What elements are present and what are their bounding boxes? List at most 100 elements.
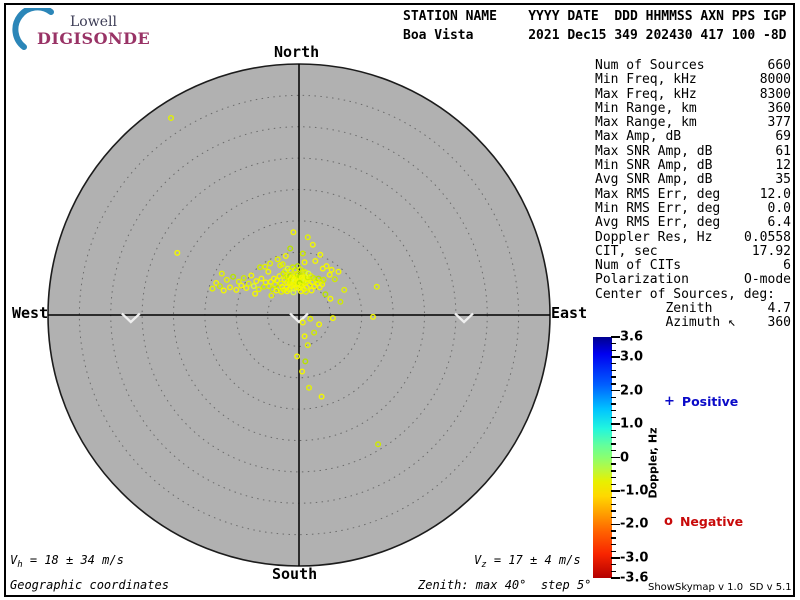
info-value: 8000 [759, 72, 791, 88]
colorbar-tick [611, 376, 616, 378]
axis-marker-chevron [121, 312, 141, 324]
colorbar-tick [611, 557, 620, 559]
info-value: 6.4 [767, 215, 791, 231]
colorbar-tick [611, 416, 616, 419]
scatter-point [373, 283, 380, 290]
scatter-point [226, 284, 233, 291]
compass-label-east: East [551, 304, 588, 322]
doppler-axis-label: Doppler, Hz [646, 427, 660, 499]
scatter-point [262, 279, 269, 286]
station-header: STATION NAME YYYY DATE DDD HHMMSS AXN PP… [403, 7, 787, 45]
horizontal-velocity-readout: Vh = 18 ± 34 m/s [10, 553, 124, 570]
colorbar-tick [611, 403, 616, 405]
scatter-point [308, 287, 315, 294]
scatter-point [230, 273, 237, 280]
scatter-point [299, 319, 306, 326]
info-row: Max Amp, dB 69 [595, 129, 791, 145]
scatter-point [252, 290, 259, 297]
info-value: 69 [775, 129, 791, 145]
scatter-point [248, 272, 255, 279]
colorbar-tick [611, 389, 620, 392]
info-value: 17.92 [751, 243, 791, 259]
scatter-point [213, 280, 220, 287]
colorbar-tick [611, 349, 616, 352]
station-header-labels: STATION NAME YYYY DATE DDD HHMMSS AXN PP… [403, 9, 787, 24]
colorbar-tick [611, 443, 616, 445]
colorbar-tick-label: 3.6 [620, 329, 644, 345]
info-value: 12.0 [759, 186, 791, 202]
info-row: Avg SNR Amp, dB 35 [595, 172, 791, 188]
info-value: 377 [767, 115, 791, 131]
info-label: CIT, sec [595, 243, 658, 259]
scatter-point [277, 262, 284, 269]
colorbar-tick [611, 523, 620, 526]
logo-text-digisonde: DIGISONDE [37, 29, 151, 48]
info-row: Num of CITs 6 [595, 258, 791, 274]
scatter-point [335, 268, 342, 275]
info-row: Zenith 4.7 [595, 301, 791, 316]
compass-label-west: West [12, 304, 49, 322]
info-label: Min Range, km [595, 100, 697, 116]
scatter-point [302, 358, 309, 365]
info-label: Doppler Res, Hz [595, 229, 713, 245]
info-value: 660 [767, 58, 791, 73]
legend-positive: + Positive [664, 394, 738, 409]
colorbar-tick [611, 430, 616, 432]
info-row: CIT, sec 17.92 [595, 243, 791, 259]
scatter-point [297, 288, 304, 295]
info-label: Min Freq, kHz [595, 72, 697, 88]
info-value: 0.0558 [744, 229, 791, 245]
info-label: Avg SNR Amp, dB [595, 172, 713, 188]
info-row: Doppler Res, Hz 0.0558 [595, 229, 791, 245]
scatter-point [331, 276, 338, 283]
colorbar-tick [611, 423, 620, 425]
scatter-point [265, 268, 272, 275]
scatter-point [327, 295, 334, 302]
info-label: Max Range, km [595, 115, 697, 131]
scatter-point [262, 263, 269, 270]
scatter-point [301, 333, 308, 340]
compass-label-north: North [274, 43, 320, 61]
colorbar-tick-label: -2.0 [620, 516, 649, 532]
scatter-point [253, 278, 260, 285]
colorbar-tick [611, 543, 616, 546]
colorbar-tick-label: -3.0 [620, 550, 649, 566]
info-value: 8300 [759, 86, 791, 102]
info-row: Avg RMS Err, deg 6.4 [595, 215, 791, 231]
scatter-point [309, 241, 316, 248]
info-label: Azimuth ↖ [595, 315, 736, 331]
info-label: Max RMS Err, deg [595, 186, 721, 202]
colorbar-tick [611, 476, 616, 479]
colorbar-tick [611, 503, 616, 506]
doppler-colorbar [593, 337, 612, 578]
colorbar-tick [611, 570, 616, 572]
logo-text-lowell: Lowell [70, 14, 117, 30]
scatter-point [307, 315, 314, 322]
scatter-point [370, 313, 377, 320]
info-value: 6 [783, 258, 791, 274]
scatter-point [273, 287, 280, 294]
measurement-info-panel: Num of Sources 660 Min Freq, kHz 8000 Max Fr… [595, 58, 791, 331]
colorbar-tick [611, 356, 620, 358]
colorbar-tick-label: -1.0 [620, 483, 649, 499]
colorbar-tick-label: 2.0 [620, 383, 644, 399]
scatter-point [306, 384, 313, 391]
compass-label-south: South [272, 565, 318, 583]
scatter-point [337, 298, 344, 305]
info-row: Center of Sources, deg: [595, 287, 791, 302]
info-value: 12 [775, 158, 791, 174]
scatter-point [301, 259, 308, 266]
scatter-point [319, 265, 326, 272]
scatter-point [312, 258, 319, 265]
scatter-point [240, 275, 247, 282]
info-row: Max RMS Err, deg 12.0 [595, 186, 791, 202]
scatter-point [316, 321, 323, 328]
scatter-point [243, 285, 250, 292]
info-row: Azimuth ↖ 360 [595, 315, 791, 331]
scatter-point [304, 274, 311, 281]
scatter-point [304, 234, 311, 241]
colorbar-tick [611, 577, 620, 579]
scatter-point [294, 353, 301, 360]
scatter-point [328, 266, 335, 273]
